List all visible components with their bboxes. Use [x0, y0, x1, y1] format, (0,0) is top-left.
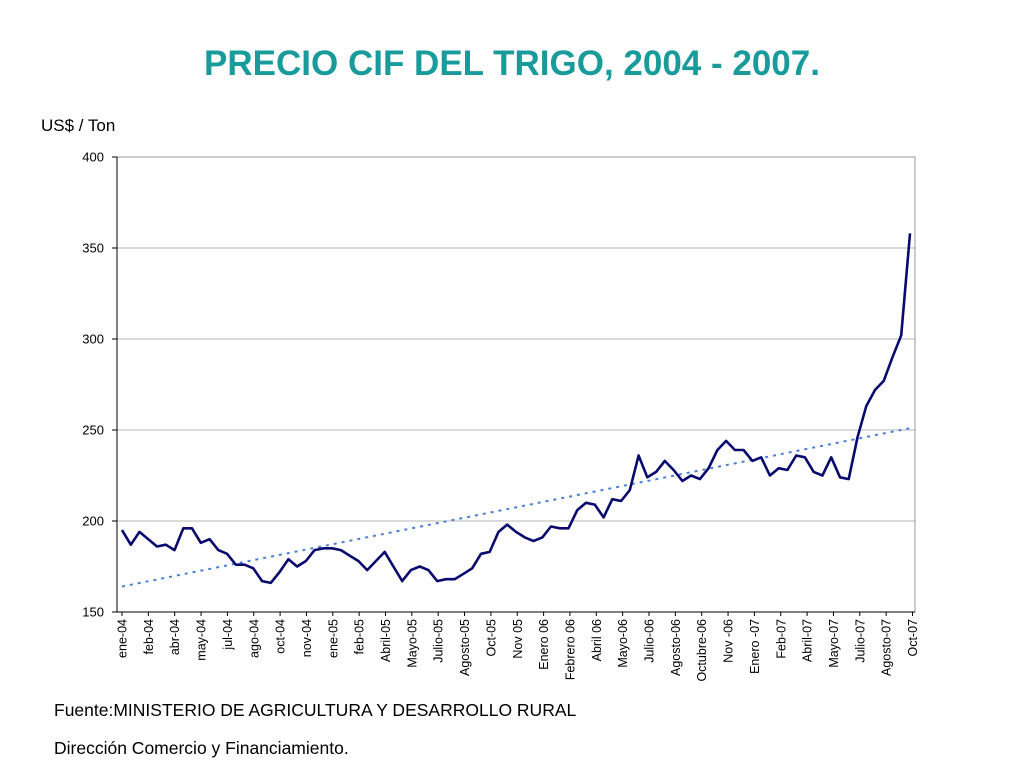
x-tick-label: jul-04 [221, 619, 235, 651]
y-tick-label: 400 [82, 150, 104, 165]
x-tick-label: Oct-07 [906, 619, 920, 657]
x-tick-label: Octubre-06 [695, 619, 709, 682]
x-tick-label: Febrero 06 [563, 619, 577, 680]
x-tick-label: Agosto-07 [880, 619, 894, 676]
x-tick-label: Enero -07 [748, 619, 762, 674]
x-tick-label: feb-04 [142, 619, 156, 654]
source-line-2: Dirección Comercio y Financiamiento. [54, 738, 349, 758]
x-tick-label: Abril-07 [801, 619, 815, 662]
x-tick-labels: ene-04 feb-04 abr-04 may-04 jul-04 ago-04 oct-… [116, 619, 921, 682]
x-tick-label: may-04 [195, 619, 209, 661]
x-tick-label: Julio-06 [643, 619, 657, 663]
gridlines [117, 156, 915, 522]
x-tick-label: ago-04 [247, 619, 261, 658]
x-tick-label: Agosto-06 [669, 619, 683, 676]
x-tick-label: Abril 06 [590, 619, 604, 661]
x-tick-label: abr-04 [168, 619, 182, 655]
x-tick-label: Feb-07 [774, 619, 788, 659]
x-tick-label: Julio-07 [853, 619, 867, 663]
y-tick-label: 300 [82, 332, 104, 347]
y-tick-label: 200 [82, 514, 104, 529]
y-tick-labels: 150 200 250 300 350 400 [82, 150, 104, 620]
x-tick-label: Mayo-06 [616, 619, 630, 668]
x-tick-label: Nov -06 [722, 619, 736, 663]
x-tick-label: Nov 05 [511, 619, 525, 659]
y-tick-label: 250 [82, 423, 104, 438]
axes [112, 156, 916, 616]
x-tick-label: Mayo-05 [405, 619, 419, 668]
chart-title: PRECIO CIF DEL TRIGO, 2004 - 2007. [204, 44, 820, 83]
price-series-line [120, 233, 912, 585]
y-tick-label: 350 [82, 241, 104, 256]
y-axis-label: US$ / Ton [41, 116, 116, 135]
x-tick-label: ene-04 [116, 619, 130, 658]
x-tick-label: Agosto-05 [458, 619, 472, 676]
x-tick-label: Oct-05 [484, 619, 498, 657]
source-line-1: Fuente:MINISTERIO DE AGRICULTURA Y DESAR… [54, 700, 577, 720]
x-tick-label: feb-05 [353, 619, 367, 654]
x-tick-label: nov-04 [300, 619, 314, 657]
x-tick-label: oct-04 [274, 619, 288, 654]
x-tick-label: Enero 06 [537, 619, 551, 670]
x-tick-label: ene-05 [326, 619, 340, 658]
series-group [120, 233, 912, 585]
x-tick-label: Abril-05 [379, 619, 393, 662]
y-tick-label: 150 [82, 605, 104, 620]
x-tick-label: Mayo-07 [827, 619, 841, 668]
x-tick-label: Julio-05 [432, 619, 446, 663]
trendline [121, 427, 911, 588]
plot-frame [116, 156, 916, 613]
trendline-group [121, 427, 911, 588]
